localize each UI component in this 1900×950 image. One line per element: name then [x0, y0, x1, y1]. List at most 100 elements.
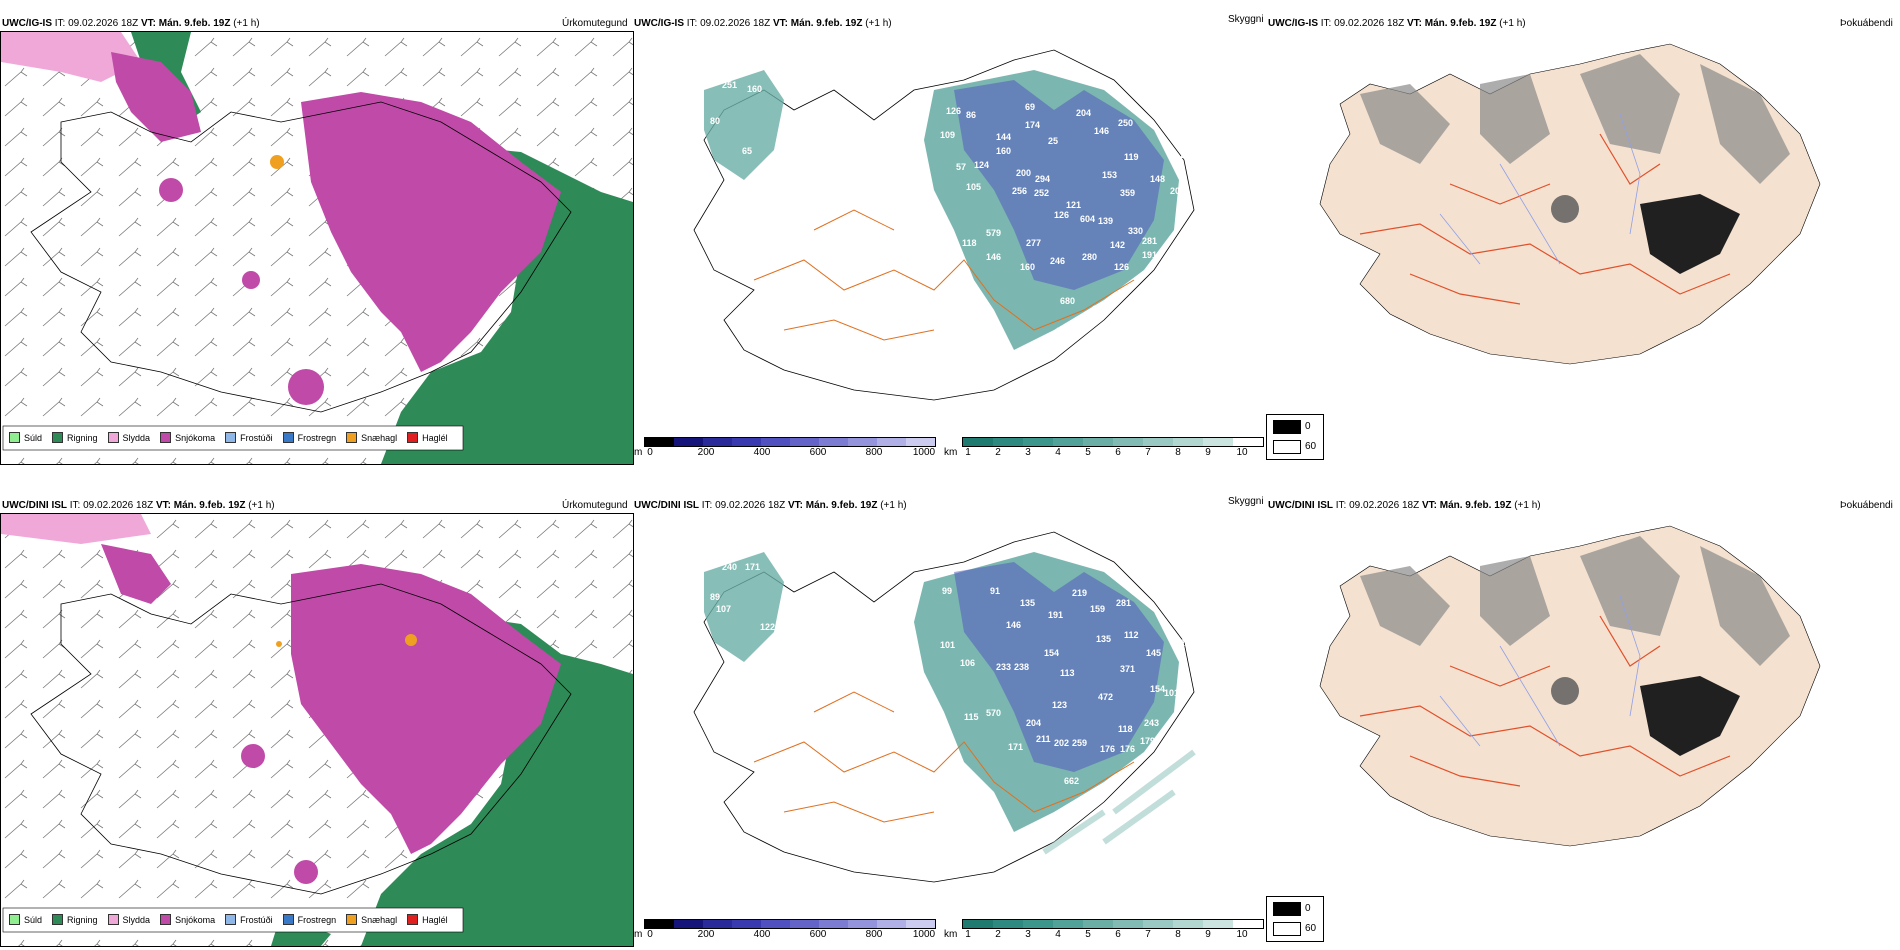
height-label: 174: [1025, 120, 1041, 130]
height-label: 277: [1026, 238, 1042, 248]
row1-vis-colorbar: [962, 437, 1264, 447]
cbar-step: [1023, 920, 1053, 928]
tick: 10: [1236, 929, 1248, 940]
row2-precip-legend: Súld Rigning Slydda Snjókoma Frostúði Fr…: [9, 914, 448, 925]
tick: 9: [1205, 929, 1211, 940]
height-label: 101: [896, 242, 912, 252]
row2-cloud-vt-label: VT:: [787, 500, 803, 511]
height-label: 99: [942, 586, 953, 596]
row1-fog-vt-label: VT:: [1406, 18, 1422, 29]
legend-label: Slydda: [122, 914, 151, 925]
cbar-step: [877, 920, 906, 928]
cbar-step: [674, 438, 703, 446]
height-label: 204: [1026, 718, 1042, 728]
height-label: 233: [996, 662, 1012, 672]
cbar-step: [1203, 920, 1233, 928]
cbar-step: [819, 920, 848, 928]
height-label: 146: [986, 252, 1002, 262]
legend-item: Slydda: [107, 432, 150, 443]
row2-precip-svg: [1, 514, 633, 946]
row1-fog-offset: (+1 h): [1499, 18, 1526, 29]
legend-swatch: [282, 432, 294, 443]
cbar-step: [732, 438, 761, 446]
height-label: 108: [768, 182, 784, 192]
height-label: 73: [700, 718, 711, 728]
row2-fog-it-label: IT:: [1335, 500, 1347, 511]
height-label: 142: [1110, 240, 1126, 250]
height-label: 191: [1142, 250, 1158, 260]
cbar-step: [1173, 438, 1203, 446]
height-label: 69: [1025, 102, 1036, 112]
cbar-step: [848, 438, 877, 446]
height-label: 680: [1060, 296, 1076, 306]
legend-label: Haglél: [422, 914, 448, 925]
height-label: 256: [1012, 186, 1028, 196]
fog-label: 60: [1305, 441, 1317, 452]
legend-label: Súld: [24, 432, 43, 443]
height-label: 240: [722, 562, 738, 572]
iceland-coast: [30, 101, 572, 413]
tick: 200: [697, 929, 715, 940]
height-label: 65: [742, 146, 753, 156]
row2-offset: (+1 h): [248, 500, 275, 511]
height-label: 57: [956, 162, 967, 172]
height-label: 106: [960, 658, 976, 668]
tick: 3: [1025, 447, 1031, 458]
cbar-step: [645, 920, 674, 928]
row2-precip-title: Úrkomutegund: [562, 500, 628, 511]
height-label: 294: [1035, 174, 1051, 184]
row1-cloud-model: UWC/IG-IS: [634, 18, 684, 29]
height-label: 101: [940, 640, 956, 650]
row1-cloud-offset: (+1 h): [865, 18, 892, 29]
cbar-step: [674, 920, 703, 928]
tick: 200: [697, 447, 715, 458]
legend-label: Snjókoma: [175, 914, 216, 925]
legend-item: Frostregn: [282, 914, 336, 925]
fog-rivers: [1439, 113, 1641, 265]
height-label: 280: [1082, 252, 1098, 262]
row1-fog-model: UWC/IG-IS: [1268, 18, 1318, 29]
tick: 9: [1205, 447, 1211, 458]
row1-height-labels: 251 160 80 95 108 161 65 126 86 69 174 1…: [710, 70, 1200, 400]
cbar-step: [906, 438, 935, 446]
cbar-step: [1083, 438, 1113, 446]
height-label: 135: [1020, 598, 1036, 608]
height-label: 111: [808, 592, 823, 602]
fog-mountains-north: [1360, 54, 1790, 184]
cbar-step: [1233, 438, 1263, 446]
legend-swatch: [107, 914, 119, 925]
row2-cloud-offset: (+1 h): [880, 500, 907, 511]
height-label: 202: [1054, 738, 1070, 748]
cbar-step: [1173, 920, 1203, 928]
height-label: 107: [716, 604, 732, 614]
row2-cloud-map: [693, 531, 1196, 883]
row1-cloud-it-label: IT:: [686, 18, 698, 29]
snow-area-east: [301, 92, 561, 372]
row2-vt-value: Mán. 9.feb. 19Z: [173, 500, 246, 511]
height-label: 139: [1098, 216, 1114, 226]
height-label: 330: [1128, 226, 1144, 236]
elevation-east: [954, 562, 1164, 772]
row2-vt-label: VT:: [155, 500, 171, 511]
legend-item: Frostúði: [225, 914, 273, 925]
cbar-step: [1113, 920, 1143, 928]
row2-cloud-vt-value: Mán. 9.feb. 19Z: [805, 500, 878, 511]
tick: 3: [1025, 929, 1031, 940]
height-label: 359: [1120, 188, 1136, 198]
legend-item: Súld: [9, 432, 42, 443]
cbar-step: [1053, 438, 1083, 446]
legend-label: Haglél: [422, 432, 448, 443]
legend-swatch: [9, 914, 20, 925]
row2-fog-model: UWC/DINI ISL: [1268, 500, 1333, 511]
legend-label: Frostúði: [240, 914, 273, 925]
height-label: 86: [966, 110, 977, 120]
snow-area-nw: [111, 52, 201, 142]
height-label: 208: [1170, 186, 1186, 196]
height-label: 579: [986, 228, 1002, 238]
legend-item: Haglél: [407, 914, 448, 925]
height-label: 101: [1164, 688, 1180, 698]
height-label: 91: [990, 586, 1001, 596]
row1-precip-svg: [1, 32, 633, 464]
row1-vt-label: VT:: [140, 18, 156, 29]
tick: 7: [1145, 447, 1151, 458]
